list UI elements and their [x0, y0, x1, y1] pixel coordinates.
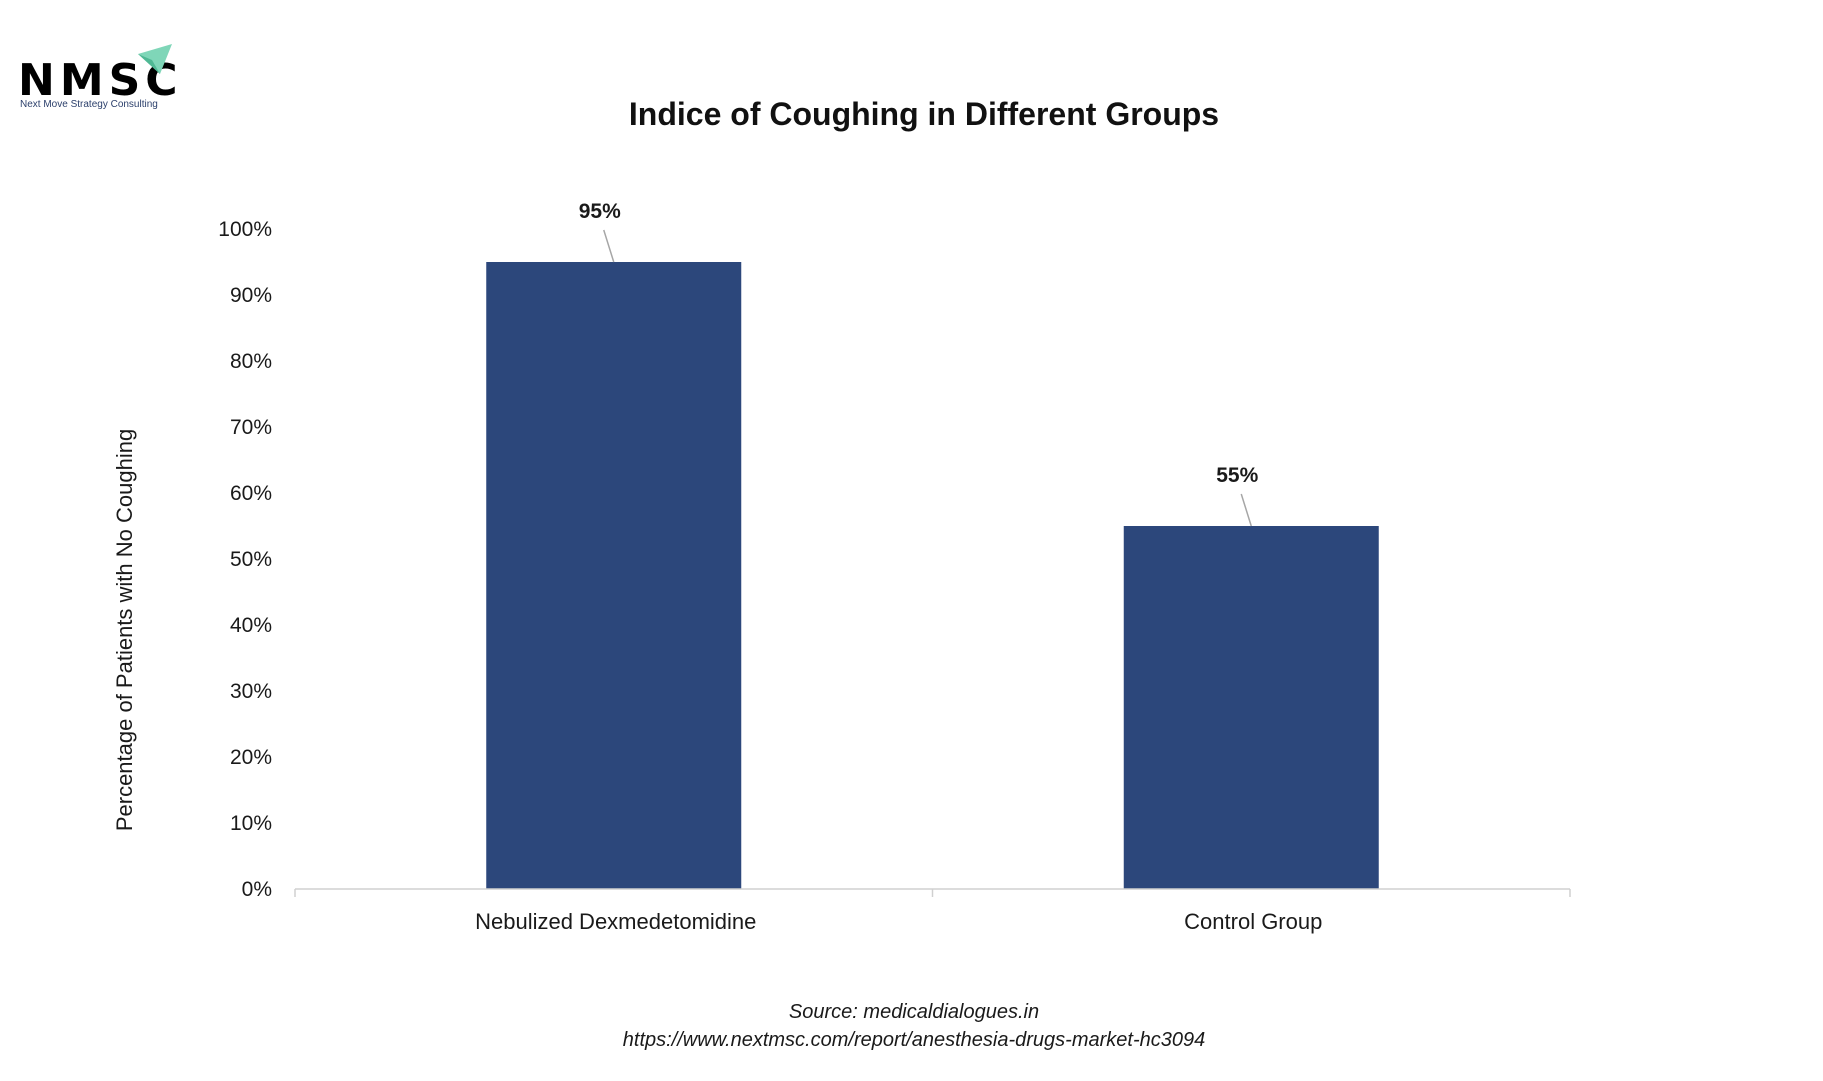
- logo-tagline: Next Move Strategy Consulting: [20, 99, 158, 110]
- x-axis: [294, 888, 1571, 897]
- y-tick-label: 60%: [230, 482, 272, 505]
- chart-title: Indice of Coughing in Different Groups: [629, 96, 1219, 132]
- paper-plane-icon: [138, 44, 172, 74]
- data-label: 95%: [579, 200, 621, 223]
- y-tick-label: 90%: [230, 284, 272, 307]
- category-labels: Nebulized Dexmedetomidine Control Group: [475, 909, 1322, 934]
- data-label-leader: [1240, 493, 1252, 527]
- data-label: 55%: [1216, 464, 1258, 487]
- y-tick-label: 40%: [230, 614, 272, 637]
- y-tick-label: 0%: [242, 878, 272, 901]
- y-tick-label: 70%: [230, 416, 272, 439]
- bar: [486, 262, 742, 889]
- source-line-1: Source: medicaldialogues.in: [789, 1001, 1039, 1023]
- source-line-2: https://www.nextmsc.com/report/anesthesi…: [623, 1029, 1205, 1051]
- y-tick-label: 100%: [218, 218, 272, 241]
- category-label: Nebulized Dexmedetomidine: [475, 909, 756, 934]
- y-axis-ticks: 0% 10% 20% 30% 40% 50% 60% 70% 80% 90% 100%: [218, 218, 272, 901]
- y-tick-label: 20%: [230, 746, 272, 769]
- bars: 95% 55%: [486, 200, 1379, 889]
- y-tick-label: 30%: [230, 680, 272, 703]
- data-label-leader: [603, 229, 615, 263]
- category-label: Control Group: [1184, 909, 1322, 934]
- y-tick-label: 80%: [230, 350, 272, 373]
- bar: [1123, 526, 1379, 889]
- y-tick-label: 10%: [230, 812, 272, 835]
- y-tick-label: 50%: [230, 548, 272, 571]
- y-axis-label: Percentage of Patients with No Coughing: [112, 429, 137, 831]
- logo: NMSC Next Move Strategy Consulting: [18, 44, 178, 110]
